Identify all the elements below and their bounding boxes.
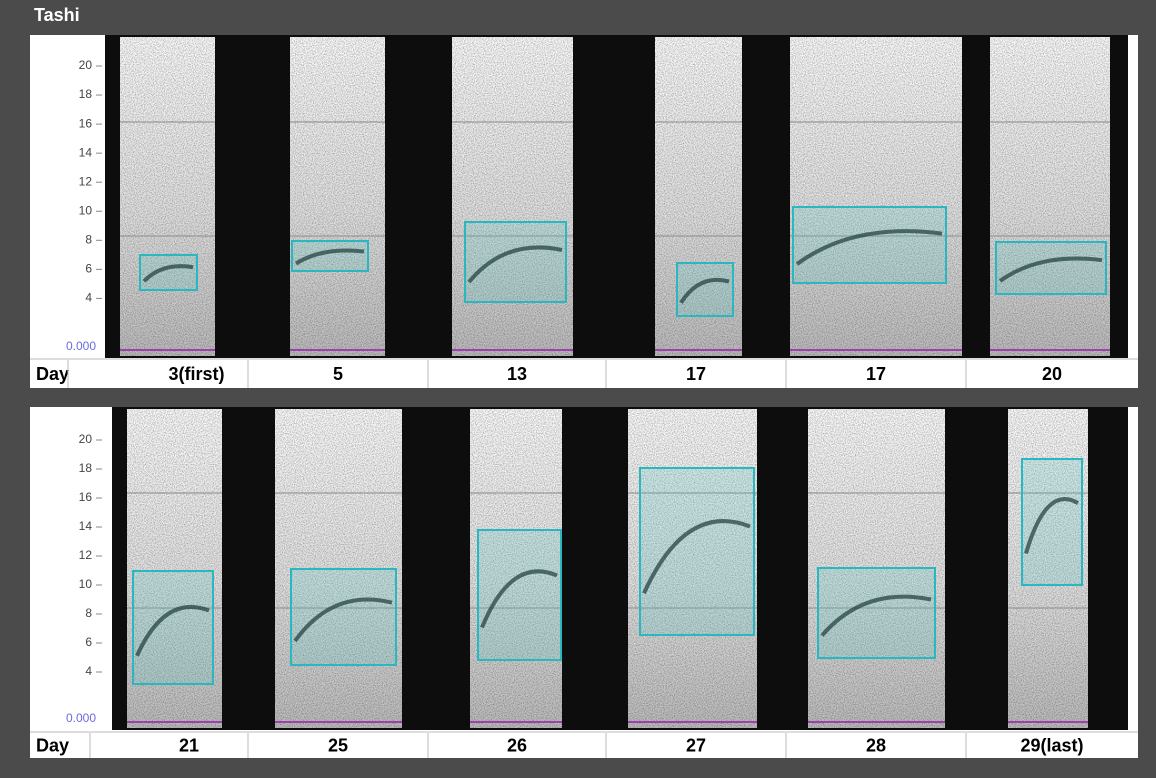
selection-box	[132, 570, 214, 685]
y-tick-label: 12	[79, 174, 93, 188]
call-trace	[795, 229, 943, 266]
y-tick-label: 6	[85, 262, 92, 276]
call-trace	[480, 569, 558, 629]
y-origin-label: 0.000	[66, 339, 96, 353]
spectrogram-noise	[120, 37, 215, 356]
y-tick-label: 14	[79, 145, 93, 159]
call-trace	[679, 277, 730, 304]
day-label: 21	[179, 735, 199, 755]
y-tick-label: 18	[79, 461, 93, 475]
y-tick-label: 10	[79, 203, 93, 217]
day-label: 17	[866, 364, 886, 384]
spectrogram-noise	[628, 409, 757, 728]
selection-box	[291, 240, 369, 272]
selection-box	[464, 221, 567, 303]
day-header: Day	[36, 735, 69, 755]
call-trace	[294, 248, 365, 266]
selection-box	[817, 567, 936, 659]
spectrogram-noise	[790, 37, 962, 356]
day-header: Day	[36, 364, 69, 384]
spectrogram-noise	[470, 409, 562, 728]
day-label: 5	[333, 364, 343, 384]
day-label: 25	[328, 735, 348, 755]
day-label: 17	[686, 364, 706, 384]
y-tick-label: 14	[79, 519, 93, 533]
black-strip	[112, 407, 1128, 730]
spectrogram-noise	[655, 37, 742, 356]
y-tick-label: 6	[85, 635, 92, 649]
y-origin-label: 0.000	[66, 711, 96, 725]
y-tick-label: 12	[79, 548, 93, 562]
black-strip	[105, 35, 1128, 358]
spectrogram-noise	[452, 37, 573, 356]
selection-box	[1021, 458, 1083, 586]
call-trace	[998, 256, 1103, 283]
y-tick-label: 10	[79, 577, 93, 591]
selection-box	[792, 206, 947, 284]
spectrogram-noise	[290, 37, 385, 356]
y-tick-label: 18	[79, 87, 93, 101]
y-tick-label: 8	[85, 606, 92, 620]
selection-box	[639, 467, 755, 636]
selection-box	[139, 254, 198, 291]
y-tick-label: 8	[85, 232, 92, 246]
call-trace	[642, 519, 751, 595]
y-tick-label: 4	[85, 664, 92, 678]
call-trace	[467, 245, 563, 284]
day-label: 28	[866, 735, 886, 755]
day-label: 27	[686, 735, 706, 755]
selection-box	[477, 529, 562, 661]
day-label: 29(last)	[1020, 735, 1083, 755]
y-tick-label: 20	[79, 432, 93, 446]
call-trace	[1024, 497, 1080, 555]
day-label: 13	[507, 364, 527, 384]
call-trace	[142, 264, 194, 283]
day-label: 3(first)	[168, 364, 224, 384]
y-tick-label: 16	[79, 116, 93, 130]
y-tick-label: 4	[85, 291, 92, 305]
spectrogram-noise	[990, 37, 1110, 356]
selection-box	[290, 568, 397, 666]
y-tick-label: 16	[79, 490, 93, 504]
call-trace	[135, 605, 210, 657]
spectrogram-noise	[127, 409, 222, 728]
figure-title: Tashi	[34, 5, 80, 25]
y-tick-label: 20	[79, 58, 93, 72]
call-trace	[820, 594, 932, 637]
selection-box	[995, 241, 1107, 295]
day-label: 26	[507, 735, 527, 755]
day-label: 20	[1042, 364, 1062, 384]
call-trace	[293, 597, 393, 643]
selection-box	[676, 262, 734, 317]
